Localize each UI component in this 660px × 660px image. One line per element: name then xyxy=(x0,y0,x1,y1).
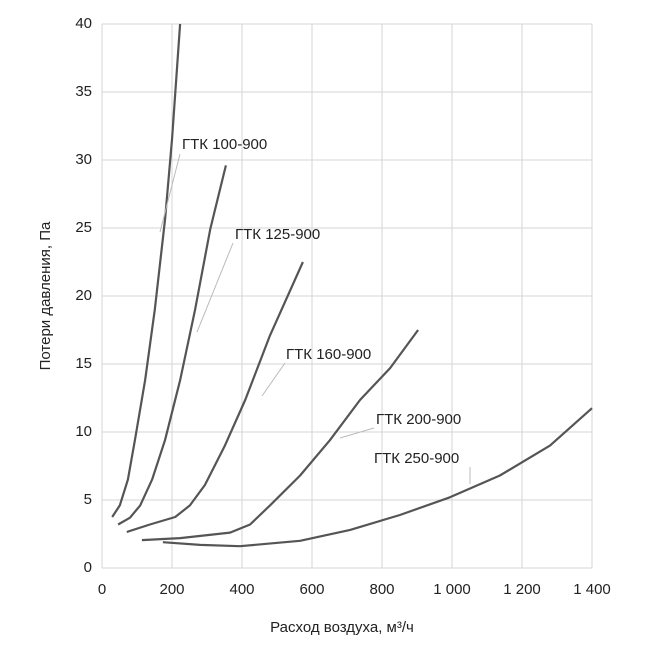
y-tick-label: 5 xyxy=(84,491,92,508)
x-tick-label: 800 xyxy=(369,581,394,598)
y-tick-label: 25 xyxy=(75,219,92,236)
x-tick-label: 1 200 xyxy=(503,581,541,598)
x-tick-label: 200 xyxy=(159,581,184,598)
x-tick-label: 400 xyxy=(229,581,254,598)
leader-line xyxy=(196,242,234,333)
y-tick-label: 15 xyxy=(75,355,92,372)
y-axis-label: Потери давления, Па xyxy=(37,221,54,370)
series-label: ГТК 200-900 xyxy=(376,411,461,428)
x-tick-label: 1 000 xyxy=(433,581,471,598)
x-axis-label: Расход воздуха, м³/ч xyxy=(270,619,414,636)
data-line xyxy=(126,261,304,534)
x-tick-label: 1 400 xyxy=(573,581,611,598)
series-label: ГТК 250-900 xyxy=(374,450,459,467)
leader-line xyxy=(261,362,286,397)
series-label: ГТК 160-900 xyxy=(286,346,371,363)
series-label: ГТК 100-900 xyxy=(182,136,267,153)
data-line xyxy=(162,407,593,548)
data-line xyxy=(141,329,419,542)
data-line xyxy=(117,165,227,526)
y-tick-label: 10 xyxy=(75,423,92,440)
x-tick-label: 0 xyxy=(98,581,106,598)
data-line xyxy=(111,23,182,518)
y-tick-label: 30 xyxy=(75,151,92,168)
y-tick-label: 0 xyxy=(84,559,92,576)
x-tick-label: 600 xyxy=(299,581,324,598)
series-label: ГТК 125-900 xyxy=(235,226,320,243)
leader-line xyxy=(339,427,375,439)
y-tick-label: 40 xyxy=(75,15,92,32)
leader-line xyxy=(159,153,181,233)
y-tick-label: 20 xyxy=(75,287,92,304)
y-tick-label: 35 xyxy=(75,83,92,100)
